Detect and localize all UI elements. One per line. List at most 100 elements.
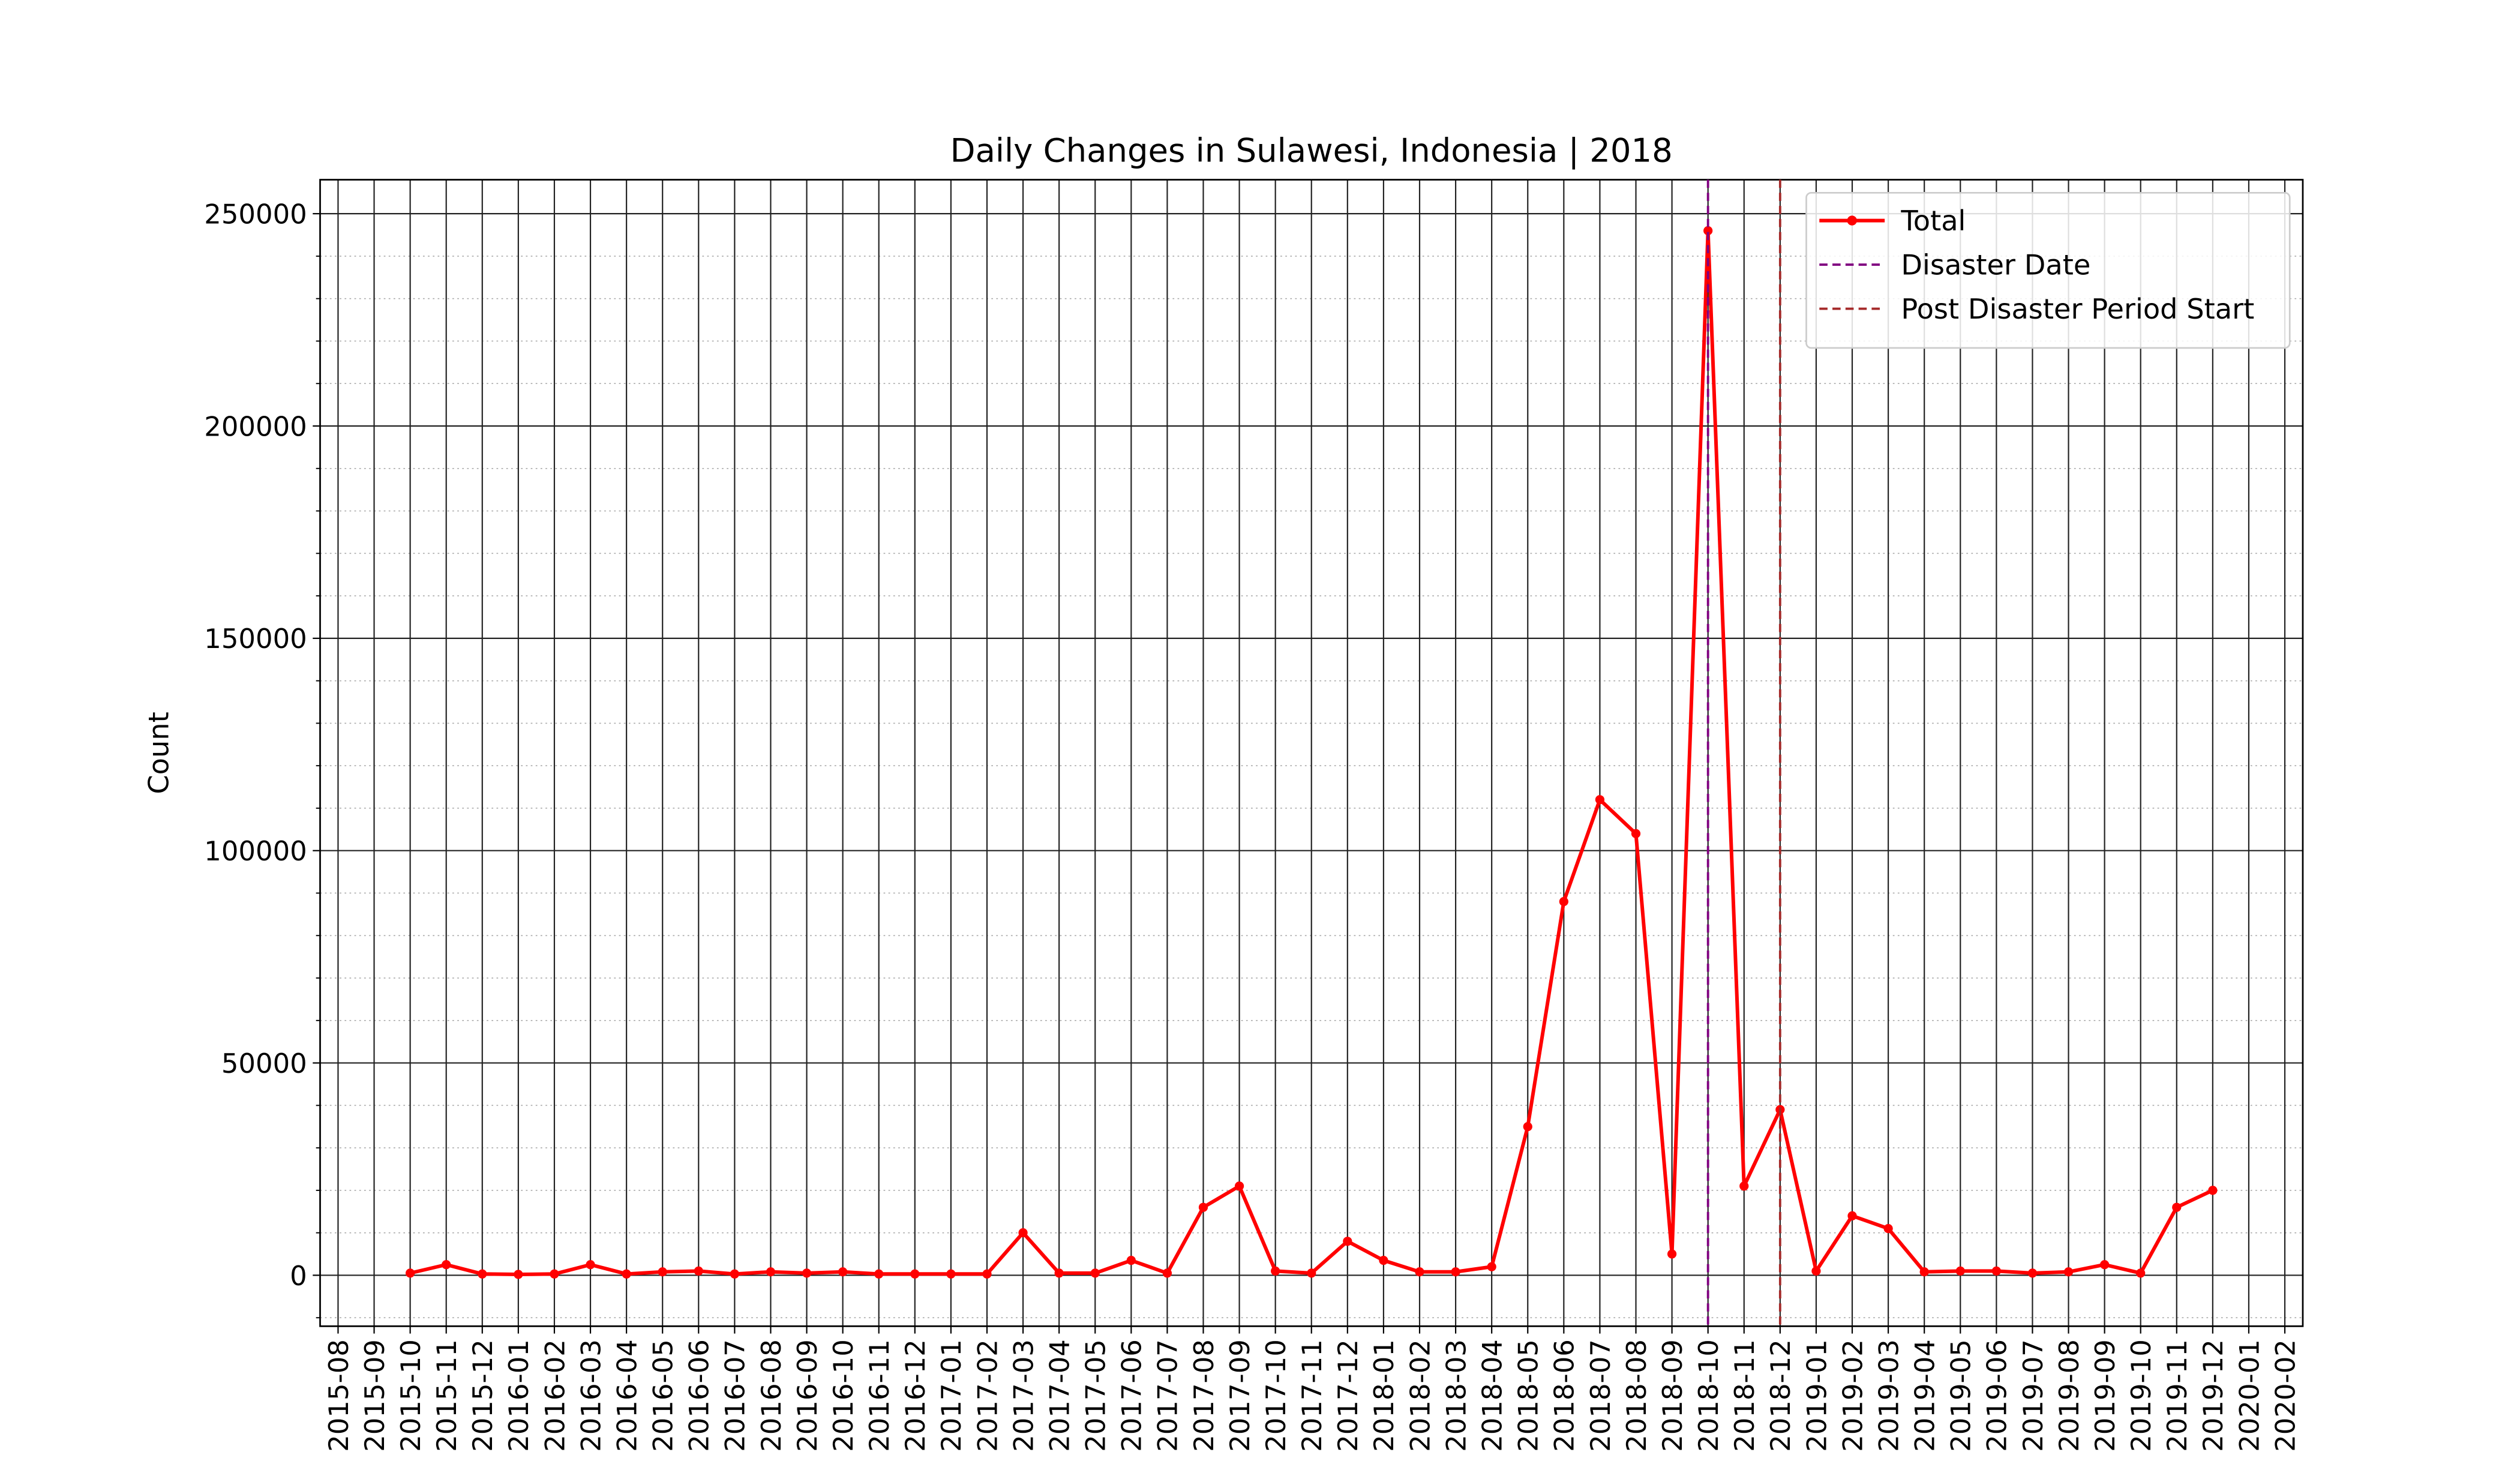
data-point (1271, 1266, 1280, 1276)
x-tick-label: 2017-08 (1188, 1339, 1220, 1452)
x-tick-label: 2018-02 (1404, 1339, 1436, 1452)
legend-box (1805, 191, 2291, 349)
x-tick-label: 2018-04 (1476, 1339, 1508, 1452)
data-point (1198, 1202, 1208, 1212)
x-tick-label: 2016-01 (503, 1339, 535, 1452)
data-point (1667, 1249, 1677, 1259)
data-point (1847, 1211, 1857, 1220)
x-tick-label: 2018-11 (1729, 1339, 1760, 1452)
x-tick-label: 2017-06 (1116, 1339, 1148, 1452)
data-point (2136, 1268, 2146, 1278)
x-tick-label: 2018-05 (1513, 1339, 1544, 1452)
data-point (1126, 1256, 1136, 1265)
data-point (1631, 829, 1641, 839)
data-point (1343, 1237, 1352, 1246)
x-tick-label: 2016-05 (647, 1339, 679, 1452)
legend-label: Total (1900, 205, 1966, 237)
chart-title: Daily Changes in Sulawesi, Indonesia | 2… (950, 131, 1673, 170)
x-tick-label: 2016-02 (539, 1339, 571, 1452)
data-point (838, 1267, 848, 1277)
y-tick-label: 150000 (204, 623, 307, 655)
x-tick-label: 2017-03 (1007, 1339, 1039, 1452)
x-tick-label: 2017-04 (1043, 1339, 1075, 1452)
x-tick-label: 2015-08 (323, 1339, 355, 1452)
x-tick-label: 2017-02 (971, 1339, 1003, 1452)
y-axis-label: Count (142, 712, 175, 794)
data-point (766, 1267, 776, 1277)
legend-label: Post Disaster Period Start (1901, 293, 2254, 325)
x-tick-label: 2019-06 (1981, 1339, 2013, 1452)
x-tick-label: 2016-03 (575, 1339, 607, 1452)
y-tick-label: 50000 (221, 1048, 307, 1079)
x-tick-label: 2019-07 (2017, 1339, 2049, 1452)
legend: Total Disaster Date Post Disaster Period S… (1805, 191, 2291, 349)
data-point (1307, 1268, 1316, 1278)
data-point (730, 1269, 740, 1279)
data-point (2172, 1202, 2182, 1212)
x-tick-label: 2016-04 (611, 1339, 643, 1452)
x-tick-label: 2017-05 (1080, 1339, 1112, 1452)
x-tick-label: 2015-12 (467, 1339, 499, 1452)
data-point (802, 1268, 812, 1278)
x-tick-label: 2019-04 (1909, 1339, 1941, 1452)
x-tick-label: 2016-08 (755, 1339, 787, 1452)
x-tick-label: 2018-10 (1693, 1339, 1724, 1452)
y-tick-label: 0 (290, 1260, 307, 1292)
data-point (1955, 1266, 1965, 1276)
legend-marker (1847, 215, 1857, 226)
y-tick-label: 100000 (204, 835, 307, 867)
data-point (622, 1269, 631, 1279)
x-tick-label: 2018-12 (1765, 1339, 1796, 1452)
x-tick-label: 2017-09 (1224, 1339, 1256, 1452)
x-tick-label: 2020-01 (2233, 1339, 2265, 1452)
data-point (1415, 1267, 1424, 1277)
x-tick-label: 2019-01 (1801, 1339, 1832, 1452)
data-point (2208, 1186, 2218, 1195)
x-tick-label: 2016-06 (683, 1339, 715, 1452)
x-tick-label: 2017-10 (1260, 1339, 1292, 1452)
x-tick-label: 2018-09 (1657, 1339, 1688, 1452)
plot-frame (319, 179, 2304, 1327)
x-tick-label: 2018-07 (1585, 1339, 1616, 1452)
data-point (478, 1269, 487, 1279)
data-point (1234, 1181, 1244, 1191)
x-tick-label: 2019-10 (2125, 1339, 2157, 1452)
x-tick-label: 2017-01 (935, 1339, 967, 1452)
data-point (982, 1269, 992, 1279)
data-point (1559, 897, 1568, 907)
data-point (405, 1268, 415, 1278)
x-tick-label: 2018-08 (1621, 1339, 1652, 1452)
x-tick-label: 2019-11 (2161, 1339, 2193, 1452)
y-tick-label: 200000 (204, 410, 307, 442)
data-point (658, 1267, 667, 1277)
data-point (694, 1266, 703, 1276)
x-tick-label: 2019-03 (1873, 1339, 1904, 1452)
data-point (1703, 226, 1713, 236)
x-tick-label: 2015-11 (431, 1339, 463, 1452)
x-tick-label: 2016-09 (791, 1339, 823, 1452)
data-point (442, 1260, 451, 1270)
data-point (2099, 1260, 2110, 1270)
x-tick-label: 2016-10 (827, 1339, 859, 1452)
x-tick-label: 2019-08 (2053, 1339, 2085, 1452)
x-tick-label: 2020-02 (2269, 1339, 2301, 1452)
data-point (550, 1269, 559, 1279)
data-point (1162, 1268, 1172, 1278)
data-point (1379, 1256, 1388, 1265)
data-point (2027, 1268, 2038, 1278)
y-tick-label: 250000 (204, 198, 307, 230)
x-tick-label: 2019-02 (1837, 1339, 1868, 1452)
x-tick-label: 2018-03 (1440, 1339, 1472, 1452)
data-point (1739, 1181, 1749, 1191)
x-tick-label: 2017-11 (1296, 1339, 1328, 1452)
data-point (1054, 1268, 1064, 1278)
x-tick-label: 2015-09 (359, 1339, 391, 1452)
data-point (946, 1269, 956, 1279)
x-tick-label: 2019-09 (2089, 1339, 2121, 1452)
legend-label: Disaster Date (1901, 248, 2090, 281)
x-tick-label: 2016-11 (863, 1339, 895, 1452)
x-tick-label: 2016-12 (899, 1339, 931, 1452)
x-tick-label: 2017-07 (1152, 1339, 1184, 1452)
